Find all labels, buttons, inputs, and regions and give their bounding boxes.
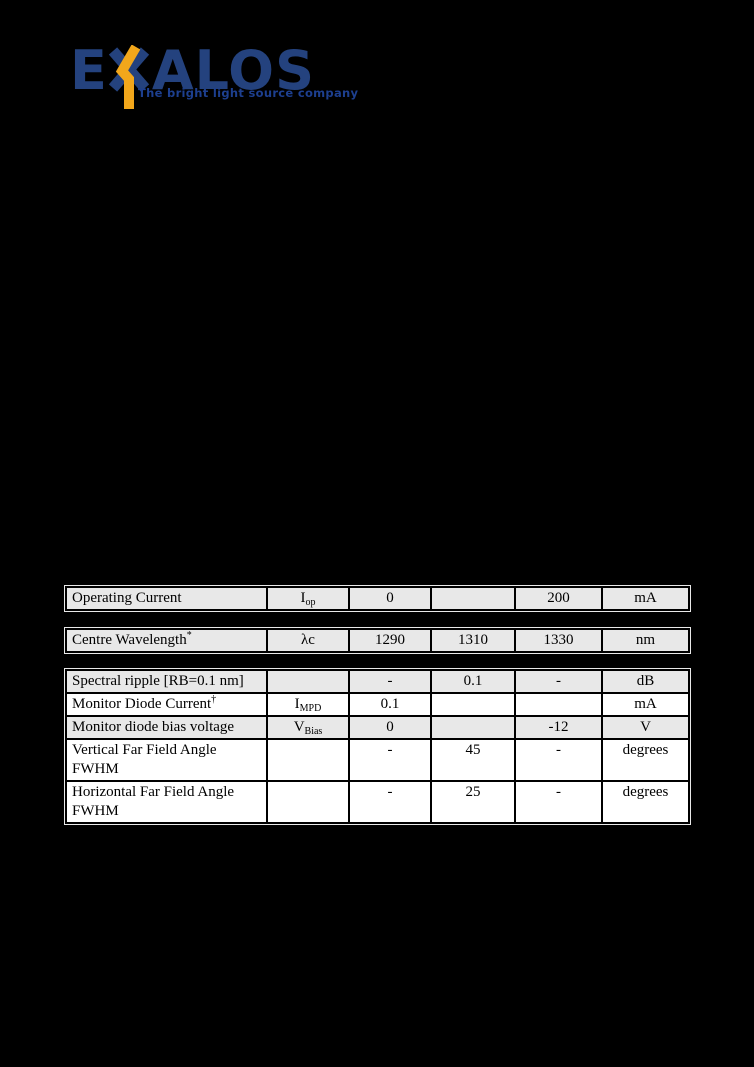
parameter-label: Centre Wavelength [72,632,187,648]
cell-max: 1330 [516,630,603,651]
cell-parameter: Monitor diode bias voltage [67,717,268,738]
cell-max: - [516,782,603,822]
cell-max: 200 [516,588,603,609]
symbol-base: V [293,719,305,735]
symbol-base: I [300,590,306,606]
symbol-sub: op [305,597,316,608]
cell-symbol [268,782,350,822]
cell-min: 0.1 [350,694,432,715]
wordmark-e: E [70,39,108,102]
wordmark-x-icon [108,44,150,109]
cell-min: - [350,740,432,780]
parameter-sup: † [211,694,217,705]
cell-unit: nm [603,630,688,651]
table-section-operating-current: Operating Current Iop 0 200 mA [64,585,691,612]
parameter-label: Monitor Diode Current [72,696,212,712]
parameter-label: Monitor diode bias voltage [72,719,235,735]
cell-symbol: λc [268,630,350,651]
cell-max: - [516,740,603,780]
table-row: Operating Current Iop 0 200 mA [67,588,688,609]
cell-unit: mA [603,588,688,609]
cell-max: -12 [516,717,603,738]
table-section-centre-wavelength: Centre Wavelength* λc 1290 1310 1330 nm [64,627,691,654]
cell-parameter: Vertical Far Field Angle FWHM [67,740,268,780]
cell-symbol: VBias [268,717,350,738]
cell-unit: mA [603,694,688,715]
parameter-sup: * [186,630,192,641]
cell-typ [432,588,516,609]
logo-tagline: The bright light source company [138,86,359,100]
parameter-label: Operating Current [72,590,182,606]
cell-min: 1290 [350,630,432,651]
cell-unit: V [603,717,688,738]
cell-symbol [268,740,350,780]
cell-parameter: Horizontal Far Field Angle FWHM [67,782,268,822]
cell-parameter: Monitor Diode Current† [67,694,268,715]
cell-unit: dB [603,671,688,692]
symbol-sub: Bias [304,726,323,737]
cell-min: - [350,671,432,692]
table-row: Centre Wavelength* λc 1290 1310 1330 nm [67,630,688,651]
table-row: Horizontal Far Field Angle FWHM - 25 - d… [67,780,688,822]
cell-parameter: Centre Wavelength* [67,630,268,651]
table-section-details: Spectral ripple [RB=0.1 nm] - 0.1 - dB M… [64,668,691,825]
wordmark-alos: ALOS [151,39,315,102]
cell-typ: 45 [432,740,516,780]
cell-max [516,694,603,715]
cell-typ: 1310 [432,630,516,651]
cell-symbol: IMPD [268,694,350,715]
parameter-label: Vertical Far Field Angle FWHM [72,742,217,777]
exalos-logo: E ALOS The bright light source company [70,39,360,109]
spec-table: Operating Current Iop 0 200 mA Centre Wa… [64,585,691,825]
cell-unit: degrees [603,782,688,822]
table-row: Spectral ripple [RB=0.1 nm] - 0.1 - dB [67,671,688,692]
cell-symbol: Iop [268,588,350,609]
symbol-base: I [294,696,300,712]
parameter-label: Spectral ripple [RB=0.1 nm] [72,673,244,689]
cell-max: - [516,671,603,692]
table-row: Vertical Far Field Angle FWHM - 45 - deg… [67,738,688,780]
cell-min: 0 [350,588,432,609]
cell-parameter: Spectral ripple [RB=0.1 nm] [67,671,268,692]
cell-symbol [268,671,350,692]
parameter-label: Horizontal Far Field Angle FWHM [72,784,235,819]
cell-unit: degrees [603,740,688,780]
cell-typ [432,694,516,715]
table-row: Monitor diode bias voltage VBias 0 -12 V [67,715,688,738]
cell-typ: 25 [432,782,516,822]
cell-min: 0 [350,717,432,738]
exalos-wordmark: E ALOS [70,39,360,109]
symbol-base: λc [301,632,315,648]
cell-parameter: Operating Current [67,588,268,609]
cell-typ: 0.1 [432,671,516,692]
cell-min: - [350,782,432,822]
symbol-sub: MPD [299,703,322,714]
cell-typ [432,717,516,738]
table-row: Monitor Diode Current† IMPD 0.1 mA [67,692,688,715]
